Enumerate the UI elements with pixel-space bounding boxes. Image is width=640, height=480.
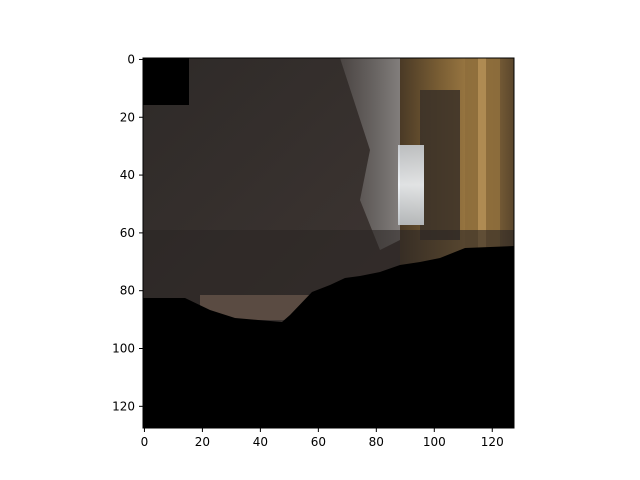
x-tick-label: 20 — [195, 435, 210, 449]
x-tick-label: 0 — [141, 435, 149, 449]
axes-frame — [142, 57, 515, 429]
y-tick-label: 80 — [120, 284, 135, 298]
x-tick-label: 80 — [369, 435, 384, 449]
curtain-region — [340, 58, 400, 250]
y-tick-label: 120 — [112, 399, 135, 413]
y-axis: 0 20 40 60 80 100 120 — [112, 52, 143, 413]
mask-bottom — [143, 246, 514, 428]
x-tick-label: 40 — [253, 435, 268, 449]
y-tick-label: 0 — [127, 52, 135, 66]
image-panel — [143, 58, 514, 428]
x-tick-label: 120 — [481, 435, 504, 449]
x-axis: 0 20 40 60 80 100 120 — [141, 428, 504, 449]
x-tick-label: 100 — [423, 435, 446, 449]
y-tick-label: 100 — [112, 342, 135, 356]
y-tick-label: 60 — [120, 226, 135, 240]
mask-top-left — [143, 58, 189, 105]
y-tick-label: 20 — [120, 110, 135, 124]
x-tick-label: 60 — [311, 435, 326, 449]
y-tick-label: 40 — [120, 168, 135, 182]
